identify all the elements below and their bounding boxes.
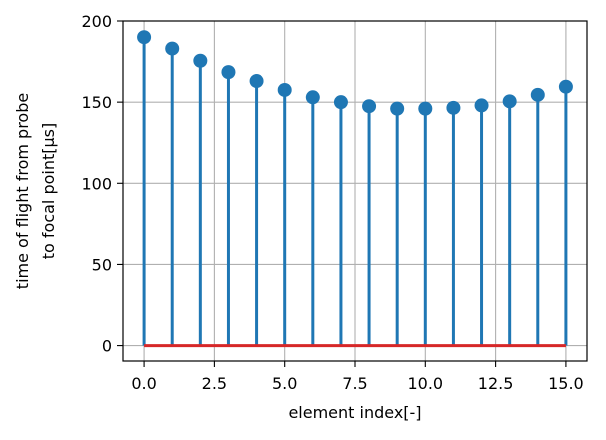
- plot-data: [137, 30, 573, 348]
- y-tick-label: 50: [92, 255, 112, 274]
- data-point: [221, 65, 236, 80]
- data-point: [165, 41, 180, 56]
- data-point: [305, 90, 320, 105]
- data-point: [474, 98, 489, 113]
- x-axis-label: element index[-]: [288, 403, 421, 422]
- data-point: [390, 101, 405, 116]
- data-point: [137, 30, 152, 45]
- axis-ticks: 0.0 2.5 5.0 7.5 10.0 12.5 15.0 0 50 100 150 200: [81, 12, 583, 393]
- y-tick-label: 150: [81, 93, 112, 112]
- data-point: [249, 74, 264, 89]
- data-point: [446, 100, 461, 115]
- x-tick-label: 0.0: [131, 374, 156, 393]
- y-tick-label: 200: [81, 12, 112, 31]
- x-tick-label: 15.0: [548, 374, 584, 393]
- data-point: [362, 99, 377, 114]
- data-point: [502, 94, 517, 109]
- grid-lines: [123, 20, 587, 361]
- x-tick-label: 5.0: [272, 374, 297, 393]
- x-tick-label: 12.5: [478, 374, 514, 393]
- x-tick-label: 2.5: [202, 374, 227, 393]
- data-point: [558, 79, 573, 94]
- data-point: [418, 101, 433, 116]
- data-point: [193, 53, 208, 68]
- data-point: [277, 82, 292, 97]
- y-axis-label-line-1: time of flight from probe: [13, 93, 32, 289]
- data-point: [530, 87, 545, 102]
- y-tick-label: 100: [81, 174, 112, 193]
- y-axis-label-line-2: to focal point[μs]: [39, 123, 58, 260]
- y-tick-label: 0: [102, 337, 112, 356]
- x-tick-label: 7.5: [342, 374, 367, 393]
- x-tick-label: 10.0: [407, 374, 443, 393]
- data-point: [333, 95, 348, 110]
